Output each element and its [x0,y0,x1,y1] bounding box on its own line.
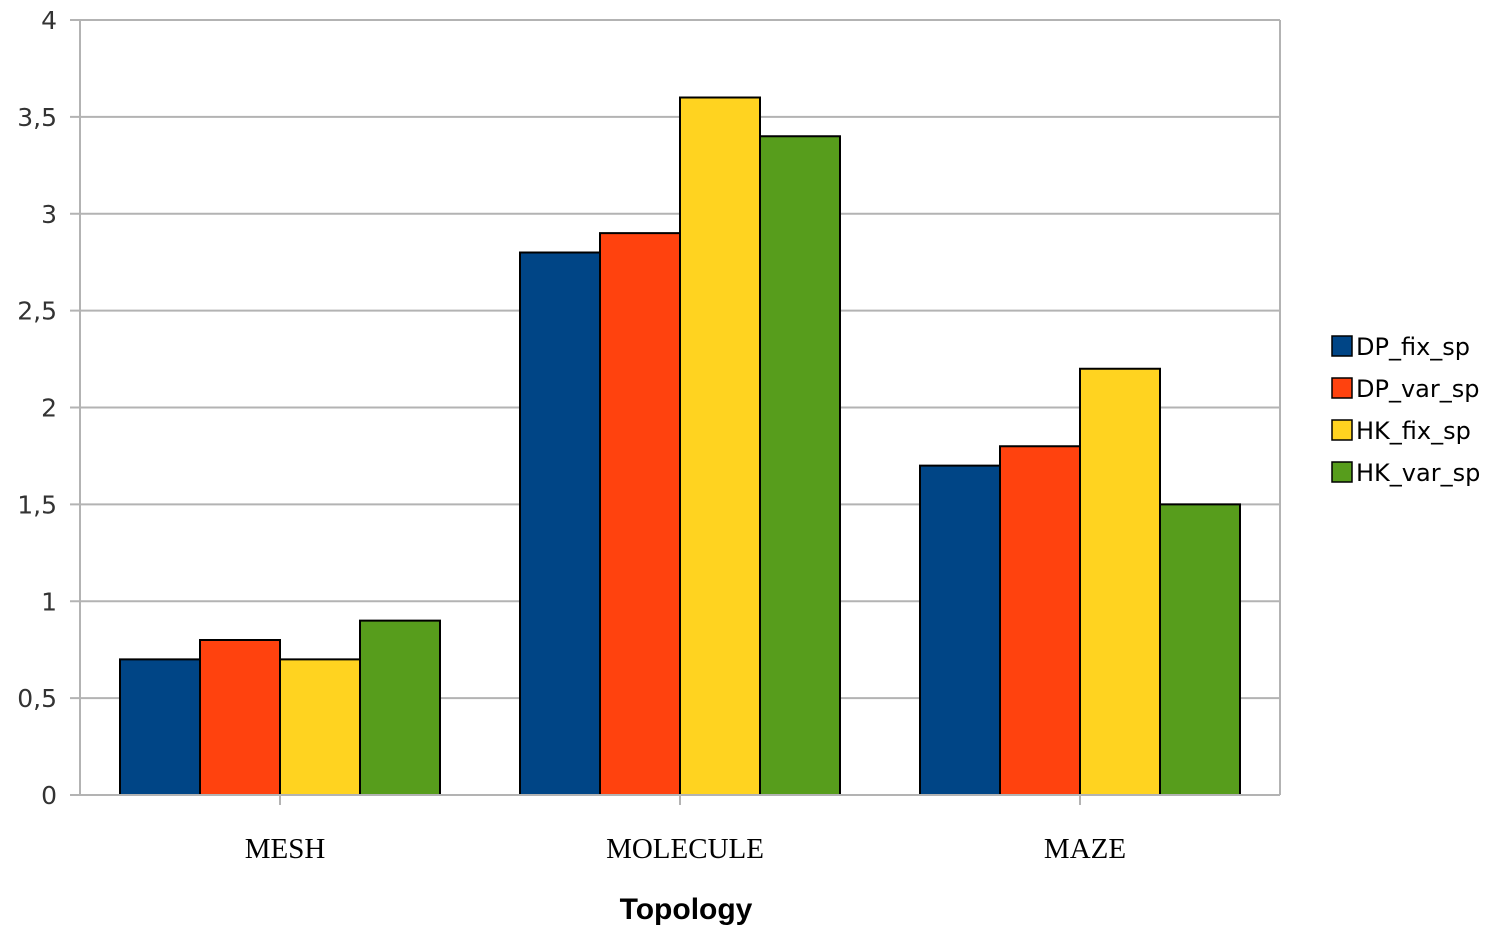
legend: DP_fix_sp DP_var_sp HK_fix_sp HK_var_sp [1331,333,1480,487]
legend-swatch [1331,461,1353,483]
legend-label: DP_fix_sp [1356,333,1470,361]
x-axis-title: Topology [620,893,753,926]
bar-HK_var_sp-MESH [359,619,441,796]
y-tick-label: 3 [41,200,57,229]
x-tick-label: MOLECULE [606,833,764,865]
bar-HK_var_sp-MAZE [1159,503,1241,796]
y-tick-label: 0 [41,781,57,810]
y-tick-label: 2,5 [17,297,57,326]
bar-DP_fix_sp-MESH [119,658,201,796]
y-tick-label: 4 [41,6,57,35]
bar-HK_fix_sp-MOLECULE [679,96,761,796]
legend-label: HK_var_sp [1356,459,1480,487]
legend-label: HK_fix_sp [1356,417,1471,445]
x-tick-label: MAZE [1044,833,1126,865]
bar-HK_fix_sp-MESH [279,658,361,796]
bar-DP_fix_sp-MOLECULE [519,251,601,796]
bar-DP_fix_sp-MAZE [919,464,1001,796]
y-tick-label: 2 [41,394,57,423]
bar-DP_var_sp-MESH [199,639,281,796]
y-tick-label: 1,5 [17,490,57,519]
legend-swatch [1331,419,1353,441]
bar-DP_var_sp-MOLECULE [599,232,681,796]
x-axis: MESH MOLECULE MAZE [70,794,1280,865]
y-axis: 0 0,5 1 1,5 2 2,5 3 3,5 4 [17,6,80,810]
bar-HK_var_sp-MOLECULE [759,135,841,796]
bar-DP_var_sp-MAZE [999,445,1081,796]
y-tick-label: 1 [41,587,57,616]
bars [119,96,1241,796]
legend-label: DP_var_sp [1356,375,1479,403]
legend-swatch [1331,335,1353,357]
y-tick-label: 3,5 [17,103,57,132]
x-tick-label: MESH [245,833,326,865]
bar-HK_fix_sp-MAZE [1079,367,1161,796]
legend-swatch [1331,377,1353,399]
y-tick-label: 0,5 [17,684,57,713]
